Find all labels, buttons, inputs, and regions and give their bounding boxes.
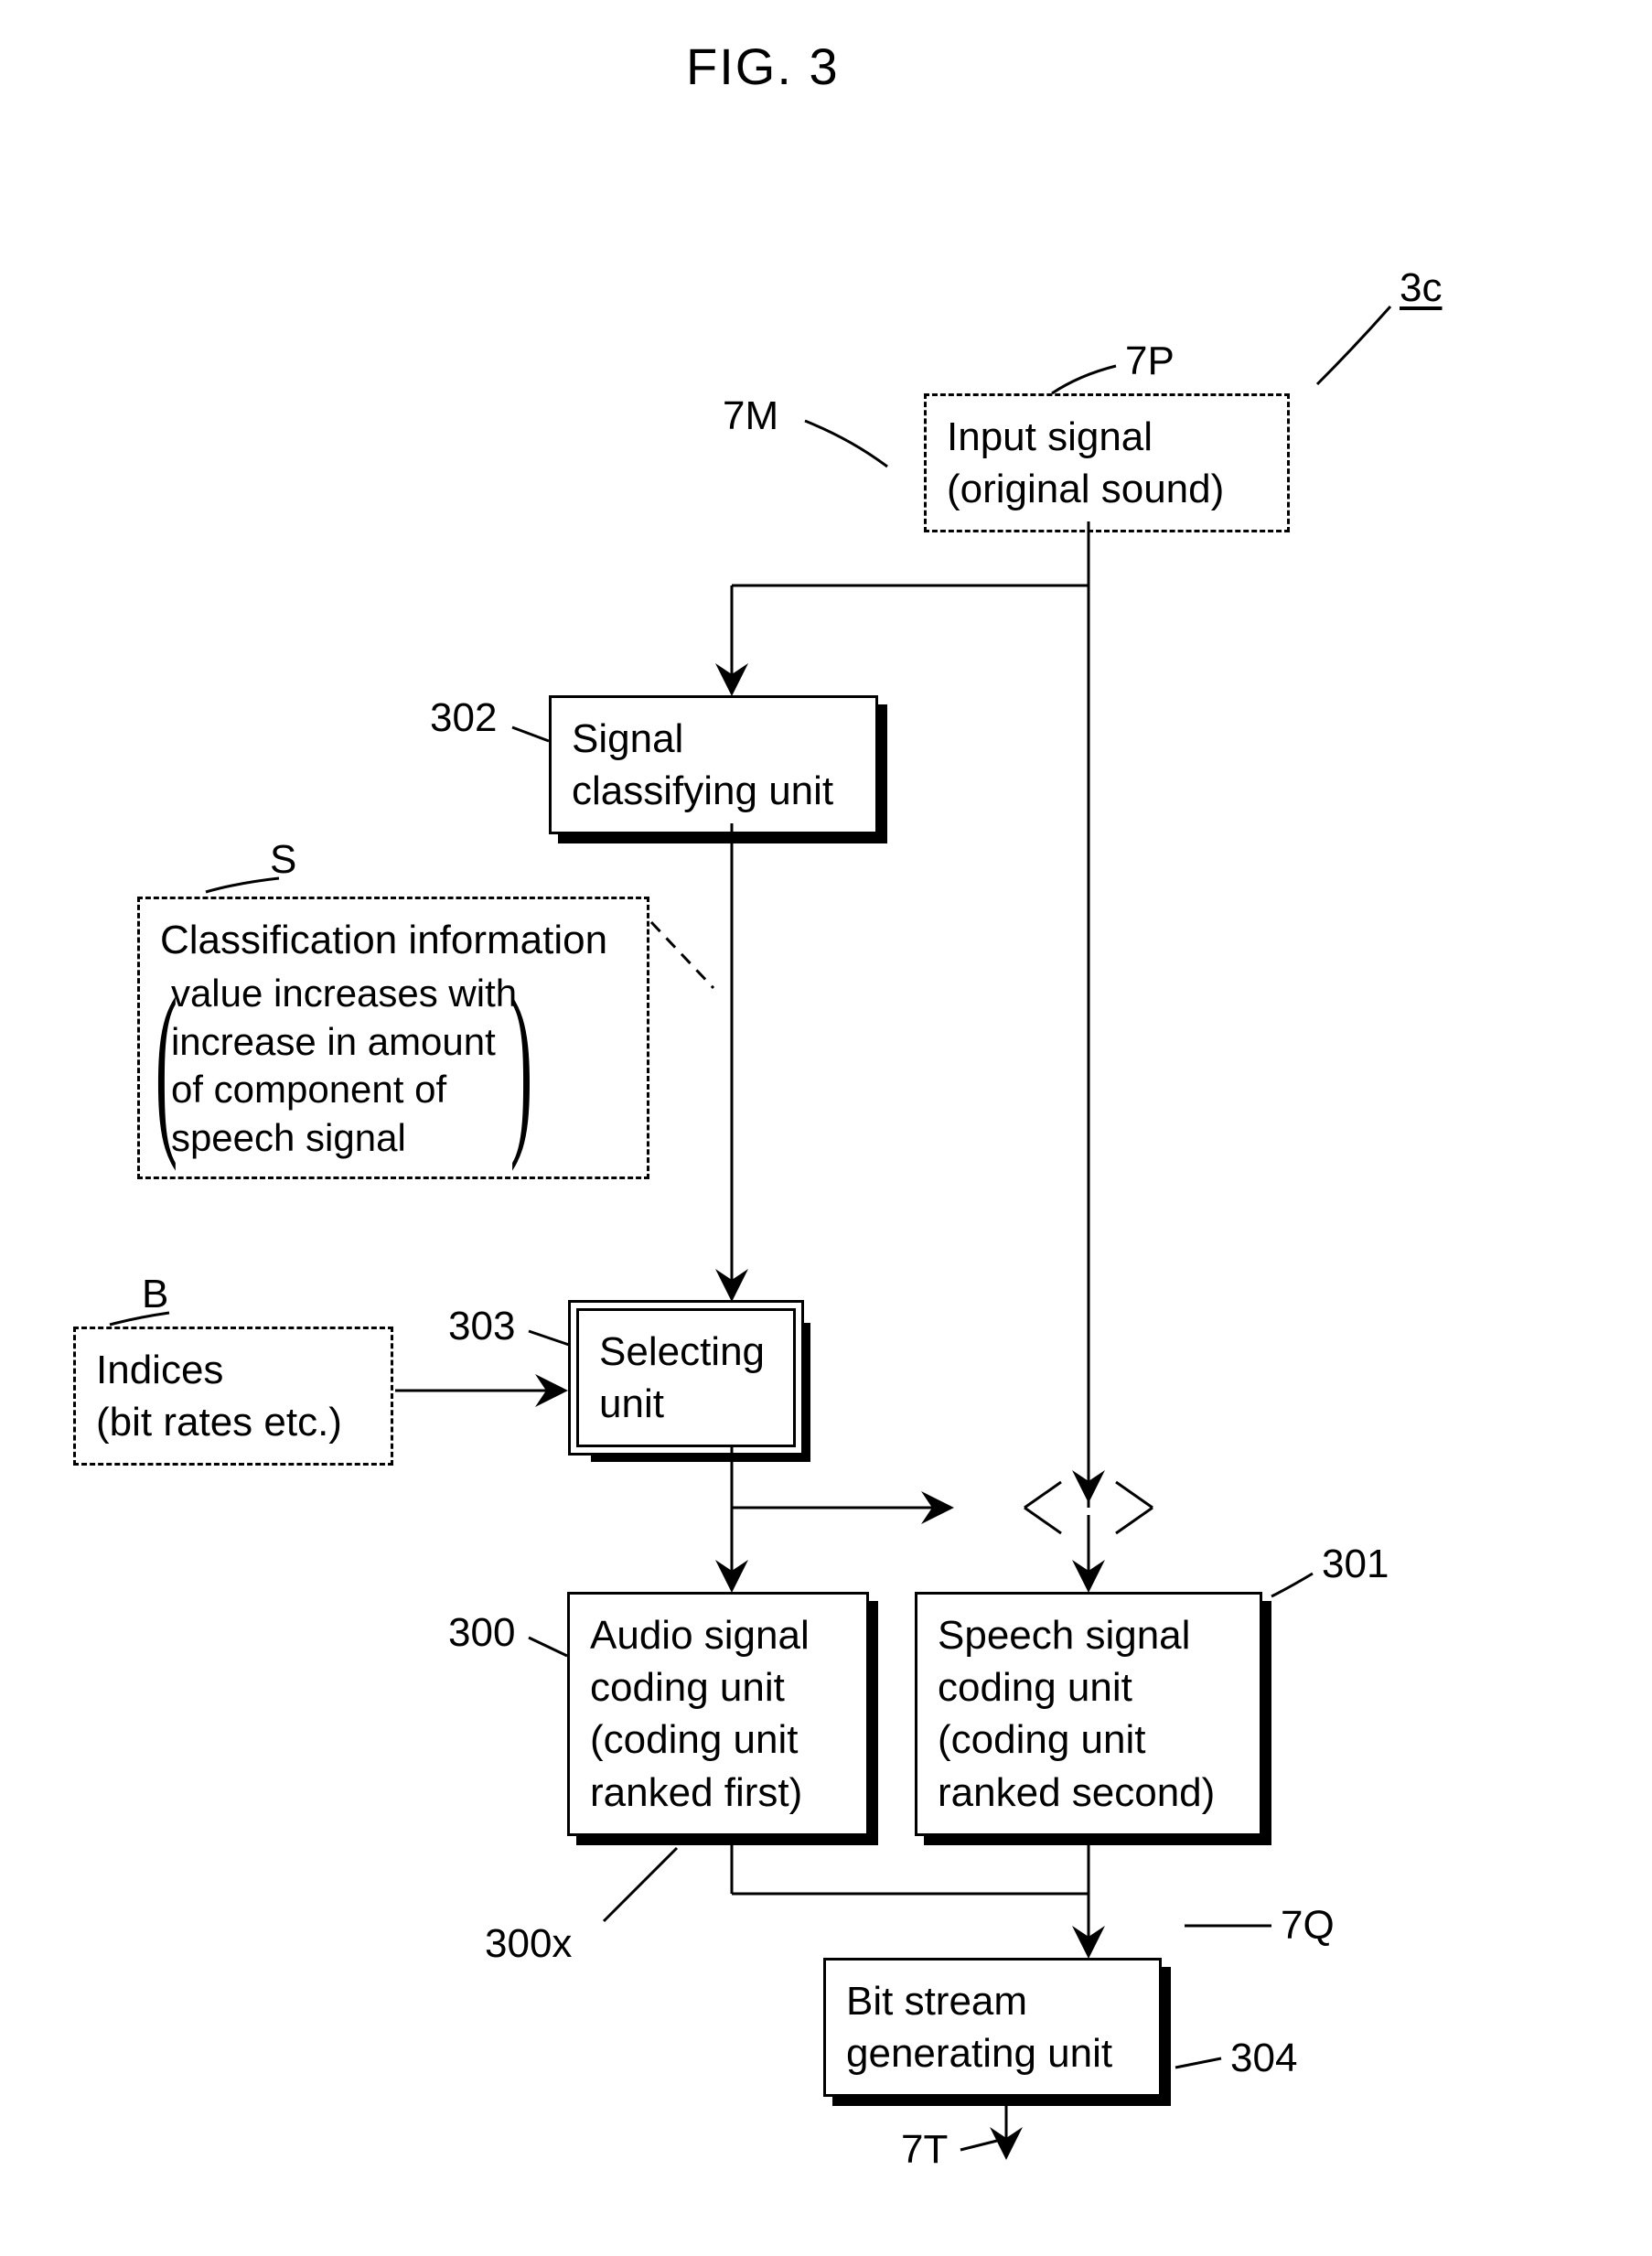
ref-7T: 7T	[901, 2127, 948, 2173]
paren-close: )	[510, 989, 532, 1143]
ref-B: B	[142, 1272, 168, 1317]
ref-7M: 7M	[723, 393, 778, 439]
indices-l1: Indices	[96, 1348, 223, 1392]
class-info-p4: speech signal	[171, 1114, 517, 1163]
ref-3c: 3c	[1400, 265, 1442, 311]
signal-classifying-unit-box: Signal classifying unit	[549, 695, 878, 834]
figure-title: FIG. 3	[686, 37, 840, 96]
input-signal-l1: Input signal	[947, 414, 1153, 459]
indices-l2: (bit rates etc.)	[96, 1400, 342, 1445]
input-signal-l2: (original sound)	[947, 467, 1224, 511]
sig-class-l1: Signal	[572, 716, 683, 761]
indices-box: Indices (bit rates etc.)	[73, 1327, 393, 1466]
bit-l2: generating unit	[846, 2031, 1112, 2076]
speech-coding-unit-box: Speech signal coding unit (coding unit r…	[915, 1592, 1262, 1836]
input-signal-box: Input signal (original sound)	[924, 393, 1290, 532]
ref-302: 302	[430, 695, 497, 741]
paren-open: (	[156, 989, 177, 1143]
ref-301: 301	[1322, 1542, 1389, 1587]
audio-coding-unit-box: Audio signal coding unit (coding unit ra…	[567, 1592, 869, 1836]
audio-l2: coding unit	[590, 1665, 785, 1710]
speech-l3: (coding unit	[938, 1717, 1145, 1762]
sig-class-l2: classifying unit	[572, 768, 833, 813]
bitstream-unit-box: Bit stream generating unit	[823, 1958, 1162, 2097]
bit-l1: Bit stream	[846, 1979, 1027, 2024]
audio-l3: (coding unit	[590, 1717, 798, 1762]
selecting-unit-box: Selecting unit	[576, 1308, 796, 1447]
ref-7P: 7P	[1125, 338, 1175, 384]
speech-l4: ranked second)	[938, 1770, 1215, 1815]
ref-7Q: 7Q	[1281, 1903, 1335, 1949]
ref-304: 304	[1230, 2036, 1297, 2081]
speech-l2: coding unit	[938, 1665, 1132, 1710]
speech-l1: Speech signal	[938, 1613, 1190, 1658]
ref-300x: 300x	[485, 1921, 572, 1967]
ref-300: 300	[448, 1610, 515, 1656]
audio-l1: Audio signal	[590, 1613, 810, 1658]
class-info-p1: value increases with	[171, 970, 517, 1018]
class-info-p3: of component of	[171, 1066, 517, 1114]
ref-S: S	[270, 837, 296, 883]
sel-l2: unit	[599, 1381, 664, 1426]
audio-l4: ranked first)	[590, 1770, 802, 1815]
class-info-p2: increase in amount	[171, 1018, 517, 1067]
sel-l1: Selecting	[599, 1329, 765, 1374]
ref-303: 303	[448, 1304, 515, 1349]
classification-info-box: Classification information ( value incre…	[137, 897, 649, 1179]
class-info-title: Classification information	[160, 918, 607, 962]
